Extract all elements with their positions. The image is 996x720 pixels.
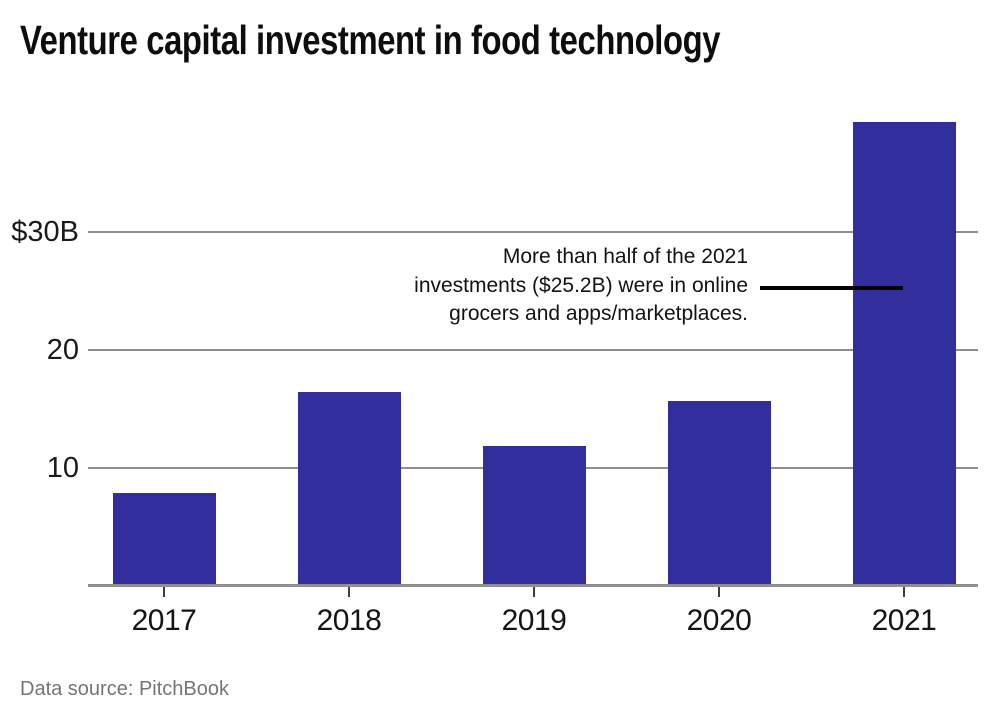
- y-axis-label-20: 20: [46, 334, 79, 366]
- y-axis-label-10: 10: [46, 452, 79, 484]
- x-axis-tick-2021: [903, 587, 905, 597]
- bar-2020: [668, 401, 771, 585]
- x-axis-tick-2017: [163, 587, 165, 597]
- bar-2018: [298, 392, 401, 586]
- bar-2017: [113, 493, 216, 585]
- annotation-line-3: grocers and apps/marketplaces.: [449, 302, 748, 325]
- annotation-text: More than half of the 2021 investments (…: [268, 243, 748, 329]
- y-axis-label-30: $30B: [11, 216, 79, 248]
- gridline-30b: [88, 231, 978, 233]
- x-axis-label-2019: 2019: [501, 604, 567, 637]
- x-axis-label-2017: 2017: [131, 604, 197, 637]
- bar-2019: [483, 446, 586, 585]
- x-axis-label-2020: 2020: [686, 604, 752, 637]
- annotation-line-1: More than half of the 2021: [502, 245, 748, 268]
- x-axis-label-2021: 2021: [871, 604, 937, 637]
- x-axis-label-2018: 2018: [316, 604, 382, 637]
- gridline-20: [88, 349, 978, 351]
- annotation-line-2: investments ($25.2B) were in online: [414, 273, 748, 297]
- annotation-leader-line: [760, 286, 903, 290]
- chart-title: Venture capital investment in food techn…: [20, 17, 721, 63]
- data-source-note: Data source: PitchBook: [20, 678, 229, 700]
- x-axis-line: [88, 584, 978, 587]
- x-axis-tick-2018: [348, 587, 350, 597]
- x-axis-tick-2019: [533, 587, 535, 597]
- bar-2021: [853, 122, 956, 586]
- x-axis-tick-2020: [718, 587, 720, 597]
